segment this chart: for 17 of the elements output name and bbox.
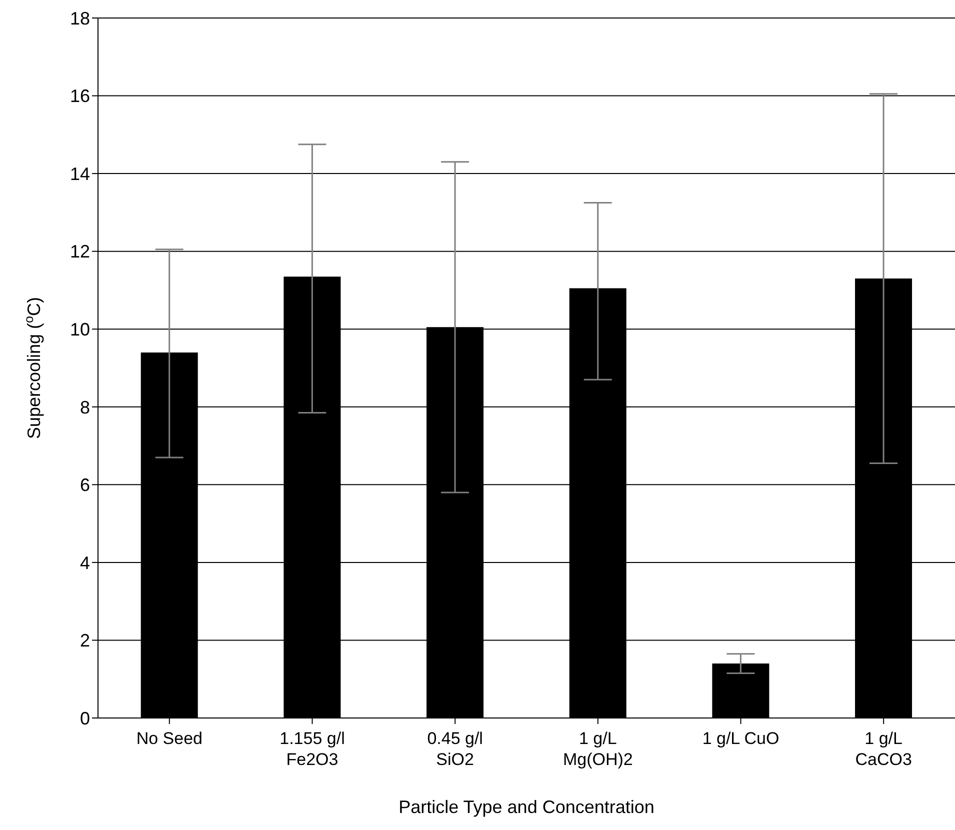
y-tick-label: 16 — [70, 86, 90, 106]
y-tick-label: 12 — [70, 242, 90, 262]
y-tick-label: 18 — [70, 8, 90, 28]
y-tick-label: 4 — [80, 552, 90, 573]
x-tick-label: 0.45 g/l SiO2 — [427, 729, 483, 769]
y-tick-label: 2 — [80, 630, 90, 651]
x-axis-title: Particle Type and Concentration — [398, 797, 654, 817]
y-tick-label: 10 — [70, 320, 90, 340]
x-tick-label: No Seed — [136, 729, 203, 748]
y-tick-label: 14 — [70, 164, 90, 184]
x-tick-label: 1 g/L Mg(OH)2 — [562, 729, 633, 769]
x-tick-label: 1 g/L CuO — [702, 729, 780, 748]
y-tick-label: 6 — [80, 475, 90, 496]
y-tick-label: 8 — [80, 397, 90, 418]
x-tick-label: 1.155 g/l Fe2O3 — [280, 729, 345, 769]
y-tick-label: 0 — [80, 708, 90, 728]
x-tick-label: 1 g/L CaCO3 — [855, 729, 912, 769]
